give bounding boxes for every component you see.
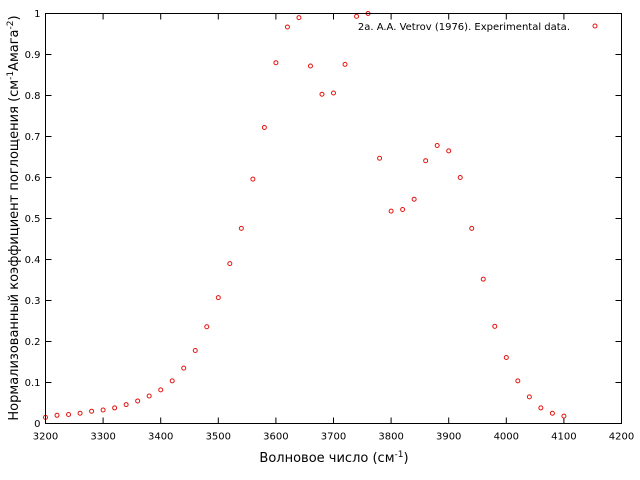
data-point bbox=[446, 148, 452, 154]
y-tick-label: 0.3 bbox=[25, 296, 41, 307]
data-point bbox=[112, 405, 118, 411]
data-point bbox=[388, 208, 394, 214]
x-axis-label: Волновое число (см-1) bbox=[259, 450, 408, 466]
y-tick-label: 0 bbox=[34, 419, 40, 430]
x-tick-label: 4200 bbox=[609, 432, 634, 443]
data-point bbox=[192, 348, 198, 354]
data-point bbox=[54, 412, 60, 418]
y-axis-label: Нормализованный коэффициент поглощения (… bbox=[6, 15, 22, 420]
data-point bbox=[400, 206, 406, 212]
data-point bbox=[354, 13, 360, 19]
x-tick-label: 3800 bbox=[378, 432, 403, 443]
x-axis-ticks: 3200 3300 3400 3500 3600 3700 3800 3900 4000 4100… bbox=[33, 13, 634, 443]
x-tick-label: 3500 bbox=[206, 432, 231, 443]
y-tick-label: 0.8 bbox=[25, 91, 41, 102]
data-point bbox=[457, 175, 463, 180]
data-point bbox=[549, 410, 555, 416]
data-point bbox=[204, 324, 210, 330]
data-point bbox=[296, 15, 302, 21]
x-tick-label: 4100 bbox=[551, 432, 576, 443]
y-tick-label: 0.4 bbox=[25, 255, 41, 266]
legend-marker bbox=[592, 23, 598, 29]
data-point bbox=[66, 411, 72, 417]
x-tick-label: 3700 bbox=[321, 432, 346, 443]
y-axis-ticks: 0 0.1 0.2 0.3 0.4 0.5 0.6 0.7 0.8 0.9 1 bbox=[25, 9, 622, 430]
data-point bbox=[319, 91, 325, 97]
y-tick-label: 0.9 bbox=[25, 50, 41, 61]
data-point bbox=[526, 394, 532, 400]
data-point bbox=[434, 143, 440, 149]
data-point bbox=[377, 155, 383, 161]
data-point bbox=[135, 398, 141, 404]
y-tick-label: 0.7 bbox=[25, 132, 41, 143]
x-tick-label: 3200 bbox=[33, 432, 58, 443]
data-point bbox=[215, 295, 221, 301]
y-tick-label: 1 bbox=[34, 9, 40, 20]
y-tick-label: 0.5 bbox=[25, 214, 41, 225]
data-point bbox=[77, 410, 83, 416]
data-point bbox=[261, 124, 267, 130]
data-point bbox=[123, 402, 129, 408]
data-point bbox=[480, 276, 486, 282]
y-tick-label: 0.2 bbox=[25, 337, 41, 348]
data-point bbox=[181, 365, 187, 371]
legend-label: 2a. A.A. Vetrov (1976). Experimental dat… bbox=[358, 22, 570, 33]
data-point bbox=[503, 354, 509, 360]
data-point bbox=[342, 61, 348, 67]
data-point bbox=[89, 408, 95, 414]
x-tick-label: 3300 bbox=[90, 432, 115, 443]
data-point bbox=[227, 261, 233, 267]
data-point bbox=[538, 405, 544, 411]
data-point bbox=[561, 413, 567, 419]
data-point bbox=[273, 60, 279, 66]
data-point bbox=[469, 225, 475, 231]
data-point bbox=[146, 393, 152, 399]
data-point bbox=[250, 176, 256, 182]
y-tick-label: 0.1 bbox=[25, 378, 41, 389]
plot-frame bbox=[45, 13, 622, 424]
x-tick-label: 3400 bbox=[148, 432, 173, 443]
data-point bbox=[284, 24, 290, 30]
y-tick-label: 0.6 bbox=[25, 173, 41, 184]
x-tick-label: 3600 bbox=[263, 432, 288, 443]
data-points bbox=[43, 11, 567, 420]
data-point bbox=[411, 196, 417, 202]
data-point bbox=[423, 158, 429, 164]
data-point bbox=[238, 225, 244, 231]
data-point bbox=[307, 63, 313, 69]
data-point bbox=[169, 378, 175, 384]
data-point bbox=[100, 407, 106, 413]
data-point bbox=[515, 378, 521, 384]
data-point bbox=[158, 387, 164, 393]
x-tick-label: 4000 bbox=[494, 432, 519, 443]
data-point bbox=[331, 90, 336, 96]
data-point bbox=[492, 323, 498, 329]
x-tick-label: 3900 bbox=[436, 432, 461, 443]
